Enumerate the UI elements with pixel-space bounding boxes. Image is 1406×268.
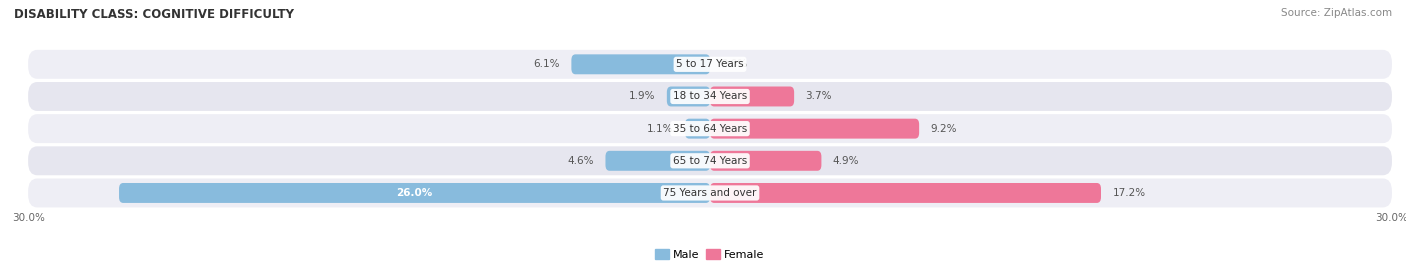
Text: 6.1%: 6.1% <box>533 59 560 69</box>
Text: 5 to 17 Years: 5 to 17 Years <box>676 59 744 69</box>
FancyBboxPatch shape <box>120 183 710 203</box>
Text: 1.1%: 1.1% <box>647 124 673 134</box>
Text: 75 Years and over: 75 Years and over <box>664 188 756 198</box>
FancyBboxPatch shape <box>710 119 920 139</box>
Text: 65 to 74 Years: 65 to 74 Years <box>673 156 747 166</box>
Text: 4.9%: 4.9% <box>832 156 859 166</box>
Text: 0.0%: 0.0% <box>721 59 748 69</box>
Text: 17.2%: 17.2% <box>1112 188 1146 198</box>
FancyBboxPatch shape <box>28 50 1392 79</box>
Text: 3.7%: 3.7% <box>806 91 832 102</box>
FancyBboxPatch shape <box>28 82 1392 111</box>
FancyBboxPatch shape <box>666 87 710 106</box>
FancyBboxPatch shape <box>710 183 1101 203</box>
FancyBboxPatch shape <box>685 119 710 139</box>
FancyBboxPatch shape <box>710 151 821 171</box>
FancyBboxPatch shape <box>28 114 1392 143</box>
FancyBboxPatch shape <box>710 87 794 106</box>
Text: 18 to 34 Years: 18 to 34 Years <box>673 91 747 102</box>
FancyBboxPatch shape <box>606 151 710 171</box>
Text: DISABILITY CLASS: COGNITIVE DIFFICULTY: DISABILITY CLASS: COGNITIVE DIFFICULTY <box>14 8 294 21</box>
Text: 26.0%: 26.0% <box>396 188 433 198</box>
FancyBboxPatch shape <box>28 178 1392 207</box>
FancyBboxPatch shape <box>28 146 1392 175</box>
Text: 35 to 64 Years: 35 to 64 Years <box>673 124 747 134</box>
Text: 9.2%: 9.2% <box>931 124 957 134</box>
Text: 1.9%: 1.9% <box>628 91 655 102</box>
Text: 4.6%: 4.6% <box>568 156 595 166</box>
Legend: Male, Female: Male, Female <box>651 245 769 265</box>
FancyBboxPatch shape <box>571 54 710 74</box>
Text: Source: ZipAtlas.com: Source: ZipAtlas.com <box>1281 8 1392 18</box>
